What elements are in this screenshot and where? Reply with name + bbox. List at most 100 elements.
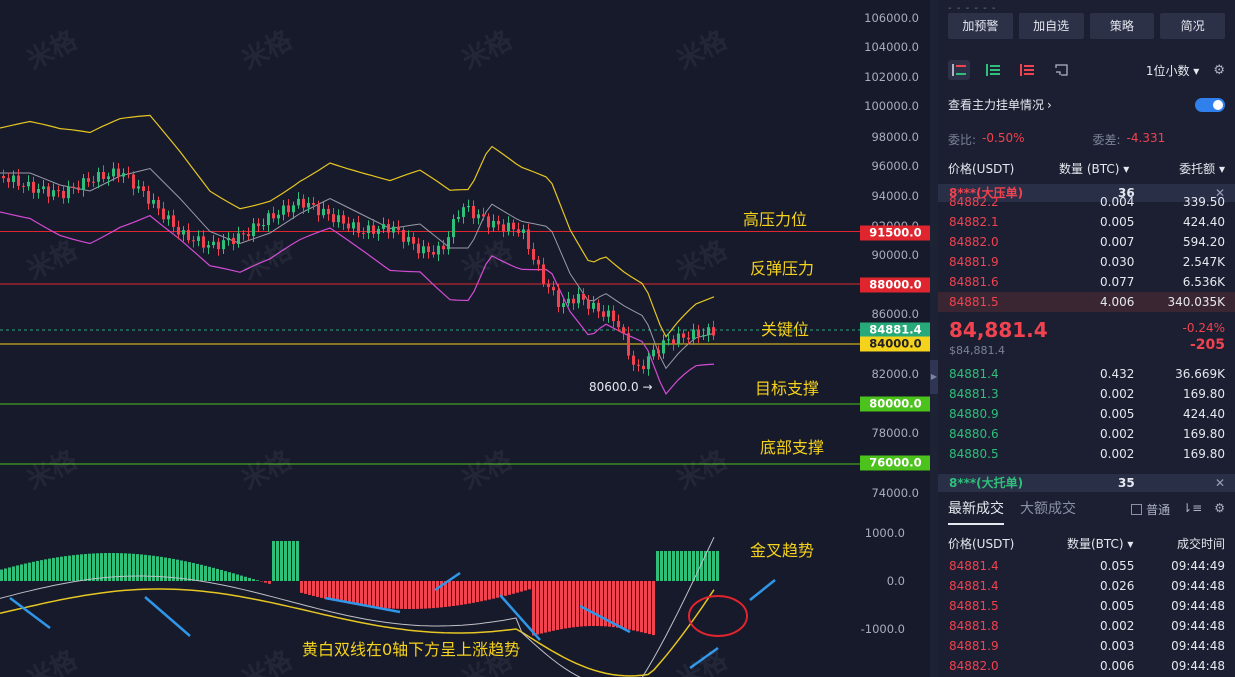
tab-latest-trades[interactable]: 最新成交 bbox=[948, 498, 1004, 525]
col-qty[interactable]: 数量 (BTC) ▾ bbox=[1059, 162, 1130, 176]
candle-body bbox=[287, 205, 290, 213]
candle-body bbox=[267, 213, 270, 226]
order-price: 84881.6 bbox=[949, 275, 999, 289]
candle-body bbox=[57, 190, 60, 192]
col-amount[interactable]: 委托额 ▾ bbox=[1179, 162, 1225, 176]
main-orders-link[interactable]: 查看主力挂单情况 bbox=[948, 98, 1045, 112]
trend-arrow-icon bbox=[434, 571, 461, 592]
add-watchlist-button[interactable]: 加自选 bbox=[1018, 13, 1084, 39]
macd-bar bbox=[412, 581, 415, 609]
price-level-tag[interactable]: 88000.0 bbox=[860, 277, 931, 293]
trade-price: 84881.9 bbox=[949, 639, 999, 653]
macd-bar bbox=[56, 557, 59, 581]
ask-row[interactable]: 84881.9 0.030 2.547K bbox=[938, 252, 1235, 272]
macd-bar bbox=[120, 553, 123, 581]
large-ask-band[interactable]: 8***(大压单) 36 ✕ bbox=[938, 184, 1235, 202]
trend-arrow-icon bbox=[579, 604, 631, 634]
bid-row[interactable]: 84880.5 0.002 169.80 bbox=[938, 444, 1235, 464]
ask-row[interactable]: 84882.1 0.005 424.40 bbox=[938, 212, 1235, 232]
order-amount: 340.035K bbox=[1167, 295, 1226, 309]
add-alert-button[interactable]: 加预警 bbox=[948, 13, 1013, 39]
macd-bar bbox=[448, 581, 451, 607]
collapse-handle-icon[interactable]: ▶ bbox=[930, 360, 938, 394]
close-icon[interactable]: ✕ bbox=[1214, 186, 1225, 200]
main-orders-toggle[interactable] bbox=[1195, 97, 1225, 112]
candle-body bbox=[527, 229, 530, 250]
settings-gear-icon[interactable]: ⚙ bbox=[1214, 501, 1225, 515]
macd-bar bbox=[344, 581, 347, 603]
macd-bar bbox=[620, 581, 623, 629]
candle-body bbox=[507, 222, 510, 232]
bid-row[interactable]: 84880.9 0.005 424.40 bbox=[938, 404, 1235, 424]
candle-body bbox=[517, 229, 520, 233]
macd-bar bbox=[688, 551, 691, 581]
orderbook-bids-icon[interactable] bbox=[982, 60, 1004, 80]
normal-checkbox[interactable]: 普通 bbox=[1131, 501, 1170, 518]
overview-button[interactable]: 简况 bbox=[1160, 13, 1225, 39]
candle-body bbox=[242, 233, 245, 235]
macd-bar bbox=[0, 569, 3, 581]
candle-body bbox=[487, 216, 490, 228]
candle-body bbox=[92, 181, 95, 183]
macd-dif-line bbox=[0, 536, 715, 677]
large-bid-band[interactable]: 8***(大托单) 35 ✕ bbox=[938, 474, 1235, 492]
macd-bar bbox=[600, 581, 603, 627]
order-amount: 36.669K bbox=[1175, 367, 1225, 381]
bid-row[interactable]: 84881.3 0.002 169.80 bbox=[938, 384, 1235, 404]
ask-row[interactable]: 84881.6 0.077 6.536K bbox=[938, 272, 1235, 292]
candle-body bbox=[457, 216, 460, 219]
candle-body bbox=[102, 172, 105, 180]
ask-row[interactable]: 84882.0 0.007 594.20 bbox=[938, 232, 1235, 252]
candle-body bbox=[542, 264, 545, 284]
macd-axis-tick: 0.0 bbox=[886, 574, 905, 588]
candle-body bbox=[147, 190, 150, 204]
macd-bar bbox=[280, 541, 283, 581]
last-price: 84,881.4 bbox=[949, 318, 1048, 342]
price-level-tag[interactable]: 80000.0 bbox=[860, 396, 931, 412]
bid-row[interactable]: 84880.6 0.002 169.80 bbox=[938, 424, 1235, 444]
chart-canvas[interactable] bbox=[0, 0, 935, 677]
macd-bar bbox=[48, 558, 51, 581]
macd-bar bbox=[348, 581, 351, 604]
filter-icon[interactable]: ⇂≡ bbox=[1182, 501, 1203, 515]
macd-bar bbox=[164, 557, 167, 581]
macd-bar bbox=[80, 554, 83, 581]
bid-row[interactable]: 84881.4 0.432 36.669K bbox=[938, 364, 1235, 384]
decimal-select[interactable]: 1位小数 ▾ bbox=[1145, 63, 1200, 78]
order-amount: 424.40 bbox=[1183, 215, 1225, 229]
price-level-tag[interactable]: 91500.0 bbox=[860, 225, 931, 241]
macd-bar bbox=[320, 581, 323, 598]
candle-body bbox=[672, 339, 675, 345]
candle-body bbox=[647, 356, 650, 370]
close-icon[interactable]: ✕ bbox=[1214, 476, 1225, 490]
candle-body bbox=[352, 222, 355, 229]
candle-body bbox=[612, 310, 615, 322]
order-amount: 594.20 bbox=[1183, 235, 1225, 249]
chevron-right-icon[interactable]: › bbox=[1047, 97, 1052, 112]
trade-col-qty[interactable]: 数量(BTC) ▾ bbox=[1067, 537, 1134, 551]
ask-row[interactable]: 84882.2 0.004 339.50 bbox=[938, 192, 1235, 212]
order-amount: 424.40 bbox=[1183, 407, 1225, 421]
tab-large-trades[interactable]: 大额成交 bbox=[1020, 501, 1076, 517]
settings-gear-icon[interactable]: ⚙ bbox=[1213, 62, 1225, 78]
kline-chart[interactable]: 米格 米格 米格 米格 米格 米格 米格 米格 米格 米格 米格 米格 米格 米格 米格 米格 106000.… bbox=[0, 0, 935, 677]
ask-row[interactable]: 84881.5 4.006 340.035K bbox=[938, 292, 1235, 312]
candle-body bbox=[192, 240, 195, 242]
panel-divider[interactable]: ▶ bbox=[930, 0, 938, 677]
macd-bar bbox=[492, 581, 495, 599]
candle-body bbox=[402, 229, 405, 242]
candle-body bbox=[702, 335, 705, 337]
macd-bar bbox=[300, 581, 303, 593]
checkbox-icon[interactable] bbox=[1131, 504, 1143, 515]
price-level-tag[interactable]: 84881.4 bbox=[860, 322, 931, 338]
order-qty: 0.002 bbox=[1100, 427, 1135, 441]
annotation-bottom-support: 底部支撑 bbox=[760, 438, 825, 457]
candle-body bbox=[202, 236, 205, 248]
price-level-tag[interactable]: 76000.0 bbox=[860, 455, 931, 471]
price-level-tag[interactable]: 84000.0 bbox=[860, 336, 931, 352]
orderbook-asks-icon[interactable] bbox=[1016, 60, 1038, 80]
macd-bar bbox=[236, 574, 239, 581]
strategy-button[interactable]: 策略 bbox=[1089, 13, 1155, 39]
popout-icon[interactable] bbox=[1050, 60, 1072, 80]
orderbook-both-icon[interactable] bbox=[948, 60, 970, 80]
